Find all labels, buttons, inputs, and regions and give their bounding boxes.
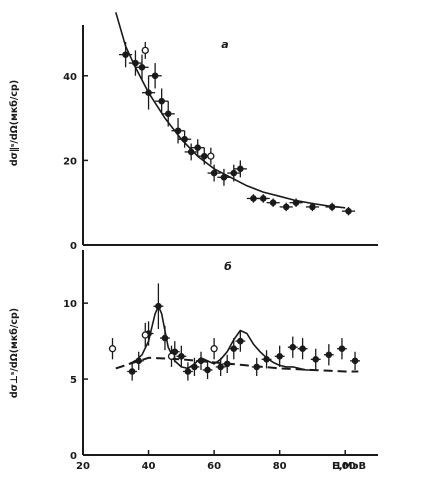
data-point-open [207,152,215,160]
data-point [276,352,283,360]
data-point [325,351,333,359]
data-point [191,363,198,371]
data-point-open [210,345,218,353]
x-axis-label: E,МэВ [332,461,366,472]
data-point [122,51,129,58]
data-point [250,195,257,202]
data-point [187,148,195,156]
data-point [174,127,182,135]
data-point [345,207,352,215]
data-point [197,357,205,365]
data-point [155,302,162,310]
data-point [200,152,208,160]
data-point [237,337,244,345]
data-point [263,356,270,363]
data-point [282,203,290,211]
x-tick-label: 80 [273,461,287,472]
x-tick-label: 100 [335,461,356,472]
data-point [132,59,139,67]
data-point [210,169,218,177]
data-point [135,357,143,365]
data-point [138,64,146,71]
y-tick-label: 0 [70,241,77,252]
panel-label: б [224,260,232,273]
data-point [338,345,346,353]
y-tick-label: 20 [63,156,77,167]
data-point [184,368,192,375]
data-point [223,360,231,368]
fit-curve [128,305,313,371]
panel-label: а [221,38,228,51]
y-tick-label: 40 [63,72,77,83]
data-point [128,368,136,375]
y-axis-title: dσ⊥ˢ/dΩ(мкб/ср) [9,308,20,398]
data-point [259,195,267,202]
x-tick-label: 40 [142,461,156,472]
data-point [164,110,172,118]
data-point [328,203,336,211]
data-point [351,357,359,365]
data-point [181,135,188,143]
data-point-open [108,345,117,353]
data-point [178,352,185,360]
data-point [292,199,300,206]
data-point-open [141,46,149,55]
y-axis-title: dσ∥ˢ/dΩ(мкб/ср) [9,80,20,166]
data-point [309,203,316,211]
x-tick-label: 20 [76,461,90,472]
data-point [289,343,297,351]
data-point [151,72,159,80]
data-point [158,97,165,105]
data-point-open [141,331,149,339]
data-point [312,356,320,363]
x-tick-label: 60 [207,461,221,472]
data-point [269,199,277,206]
data-point [230,345,238,353]
data-point [253,363,261,371]
y-tick-label: 10 [63,299,77,310]
data-point [230,169,238,177]
y-tick-label: 0 [70,451,77,462]
data-point [161,334,169,342]
data-point [299,345,306,353]
dashed-curve [115,356,359,373]
data-point [220,174,228,181]
data-point [204,366,211,374]
data-point [237,165,244,173]
data-point [194,144,202,151]
panel-a: 0 20 40 dσ∥ˢ/dΩ(мкб/ср) а [9,12,378,252]
data-point [145,89,152,96]
fit-curve [115,12,346,209]
data-point [217,363,224,371]
y-tick-label: 5 [70,375,77,386]
data-point-open [167,352,176,360]
